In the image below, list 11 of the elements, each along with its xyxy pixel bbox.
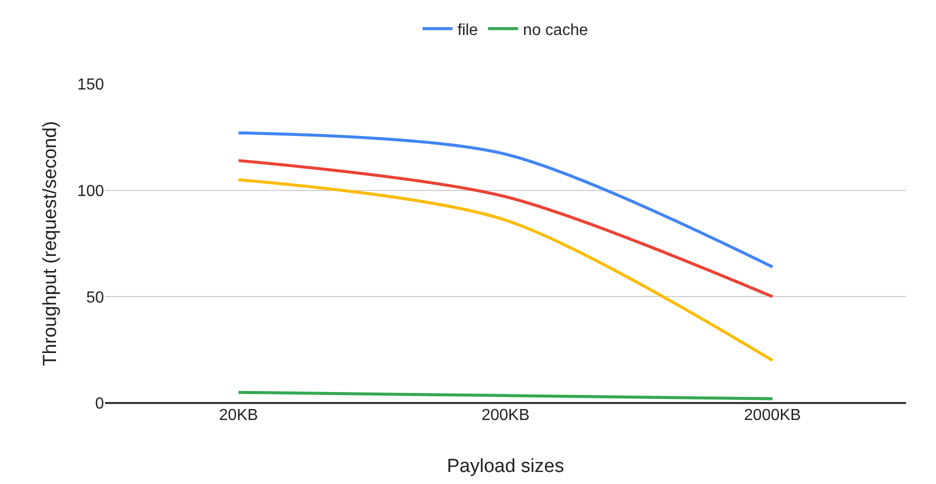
y-axis-title: Throughput (request/second) (40, 120, 62, 366)
y-tick-label: 0 (95, 396, 104, 413)
y-tick-label: 100 (77, 182, 104, 200)
x-tick-label: 20KB (218, 407, 258, 424)
legend-label: file (458, 22, 478, 39)
x-tick-label: 200KB (481, 407, 530, 424)
legend-label: no cache (523, 22, 588, 39)
x-axis-title: Payload sizes (446, 456, 564, 477)
x-tick-label: 2000KB (744, 407, 801, 424)
y-tick-label: 150 (77, 76, 104, 94)
y-tick-label: 50 (86, 289, 104, 306)
